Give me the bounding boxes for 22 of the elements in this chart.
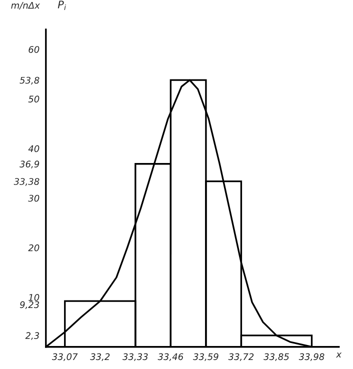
y-tick-label: 33,38 xyxy=(14,178,40,186)
y-tick-label: 53,8 xyxy=(20,76,40,85)
y-tick-label: 9,23 xyxy=(20,301,40,310)
y-tick-label: 10 xyxy=(28,294,40,301)
x-tick-label: 33,59 xyxy=(193,353,218,362)
x-axis-title: x xyxy=(336,352,342,358)
x-tick-label: 33,2 xyxy=(90,353,110,362)
x-tick-label: 33,98 xyxy=(298,353,324,362)
y-tick-label: 30 xyxy=(28,194,40,202)
y-tick-label: 60 xyxy=(28,46,40,53)
y-tick-label: 2,3 xyxy=(25,332,40,340)
y-tick-label: 36,9 xyxy=(20,160,40,168)
y-tick-label: 40 xyxy=(28,145,40,152)
x-tick-label: 33,46 xyxy=(158,353,184,362)
y-axis-title: m/nΔx xyxy=(11,2,40,10)
x-tick-label: 33,33 xyxy=(122,353,148,362)
x-tick-label: 33,07 xyxy=(52,353,78,362)
x-tick-label: 33,85 xyxy=(264,353,289,362)
text: P$_{i}$ xyxy=(58,0,66,10)
y-tick-label: 20 xyxy=(28,244,40,252)
y-tick-label: 50 xyxy=(28,96,40,102)
x-tick-label: 33,72 xyxy=(228,353,254,362)
